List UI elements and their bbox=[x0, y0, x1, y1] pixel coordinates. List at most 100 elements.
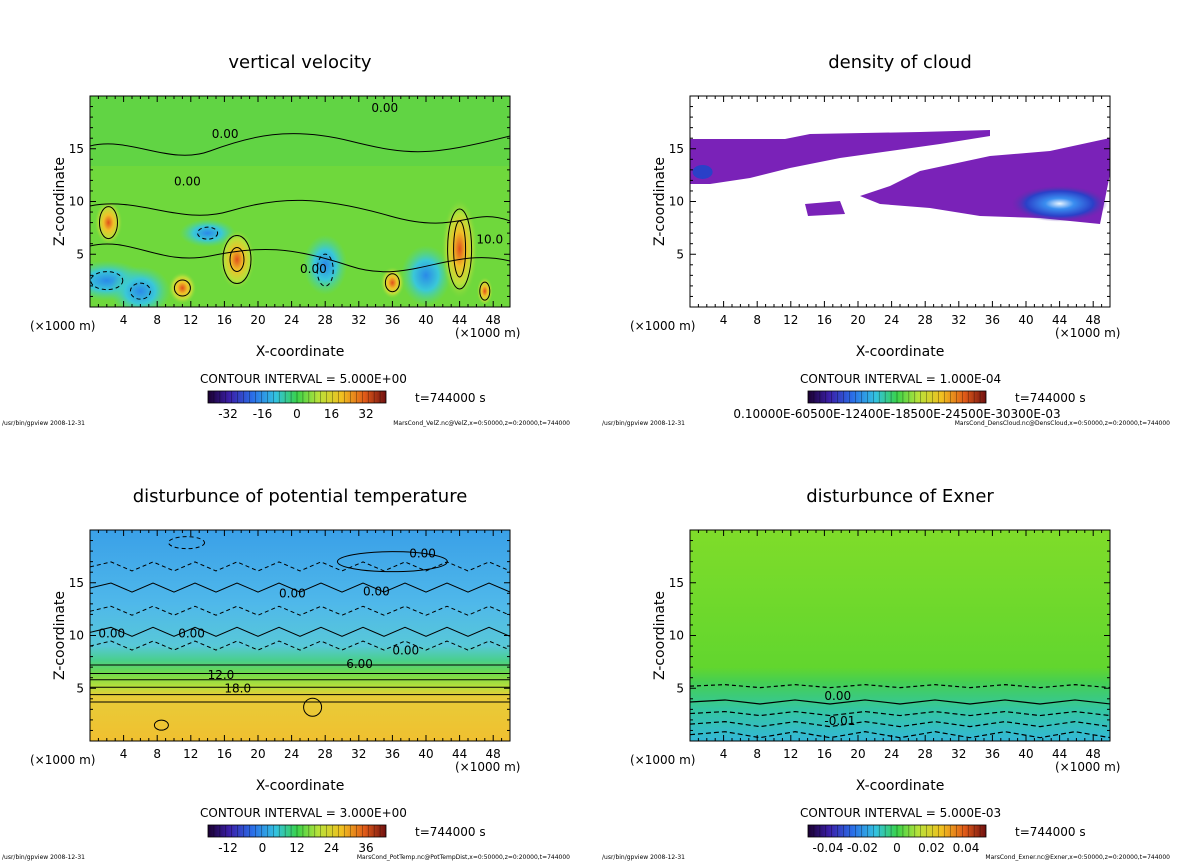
x-tick-label: 48 bbox=[1086, 747, 1101, 761]
chart-title: disturbunce of Exner bbox=[806, 486, 994, 507]
x-tick-label: 28 bbox=[318, 747, 333, 761]
x-unit-left: (×1000 m) bbox=[630, 753, 695, 767]
y-tick-label: 5 bbox=[76, 681, 84, 695]
contour-label: -0.01 bbox=[824, 714, 855, 728]
contour-line bbox=[153, 719, 169, 731]
contour-label: 12.0 bbox=[208, 668, 235, 682]
x-tick-label: 4 bbox=[720, 747, 728, 761]
contour-interval: CONTOUR INTERVAL = 1.000E-04 bbox=[800, 372, 1001, 386]
y-tick-label: 5 bbox=[676, 681, 684, 695]
contour-line bbox=[90, 561, 510, 572]
contour-line bbox=[90, 133, 510, 156]
contour-line bbox=[197, 226, 219, 240]
x-tick-label: 40 bbox=[1018, 747, 1033, 761]
x-tick-label: 44 bbox=[1052, 747, 1067, 761]
x-tick-label: 48 bbox=[1086, 313, 1101, 327]
footer-right: MarsCond_VelZ.nc@VelZ,x=0:50000,z=0:2000… bbox=[393, 420, 570, 427]
cloud-region bbox=[805, 201, 845, 216]
x-tick-label: 48 bbox=[486, 313, 501, 327]
contour-line bbox=[479, 281, 491, 301]
x-axis-label: X-coordinate bbox=[256, 778, 345, 794]
x-unit-right: (×1000 m) bbox=[1055, 760, 1120, 774]
footer-left: /usr/bin/gpview 2008-12-31 bbox=[2, 854, 85, 861]
contour-line bbox=[90, 199, 510, 224]
footer-left: /usr/bin/gpview 2008-12-31 bbox=[602, 420, 685, 427]
contour-line bbox=[690, 684, 1110, 689]
contour-label: 18.0 bbox=[224, 681, 251, 695]
x-tick-label: 8 bbox=[153, 313, 161, 327]
colorbar-tick-label: 0.10000E-60500E-12400E-18500E-24500E-303… bbox=[733, 407, 1060, 421]
y-tick-label: 15 bbox=[669, 576, 684, 590]
x-tick-label: 8 bbox=[753, 747, 761, 761]
colorbar-tick-label: 0 bbox=[893, 841, 901, 855]
x-tick-label: 44 bbox=[452, 313, 467, 327]
y-tick-label: 5 bbox=[76, 247, 84, 261]
x-tick-label: 32 bbox=[351, 747, 366, 761]
contour-label: 6.00 bbox=[346, 657, 373, 671]
x-tick-label: 28 bbox=[918, 313, 933, 327]
y-axis-label: Z-coordinate bbox=[52, 591, 68, 680]
contour-line bbox=[90, 582, 510, 593]
colorbar-tick-label: 0 bbox=[259, 841, 267, 855]
colorbar-tick-label: 32 bbox=[358, 407, 373, 421]
contour-line bbox=[690, 699, 1110, 705]
x-tick-label: 32 bbox=[951, 313, 966, 327]
field-fill: 0.00 0.00 0.00 0.00 0.00 0.00 6.00 12.018.0 bbox=[90, 530, 510, 741]
contour-line bbox=[229, 247, 245, 273]
footer-left: /usr/bin/gpview 2008-12-31 bbox=[602, 854, 685, 861]
contour-interval: CONTOUR INTERVAL = 5.000E+00 bbox=[200, 372, 407, 386]
contour-line bbox=[690, 721, 1110, 728]
contour-line bbox=[90, 605, 510, 616]
contour-line bbox=[453, 220, 467, 278]
contour-line bbox=[129, 282, 151, 300]
plot-area: 0.00 -0.01 bbox=[690, 530, 1110, 741]
colorbar-tick-label: 12 bbox=[289, 841, 304, 855]
y-tick-label: 10 bbox=[69, 629, 84, 643]
x-tick-label: 28 bbox=[918, 747, 933, 761]
contour-line bbox=[90, 271, 124, 291]
x-unit-left: (×1000 m) bbox=[30, 753, 95, 767]
x-tick-label: 32 bbox=[951, 747, 966, 761]
contour-line bbox=[384, 273, 400, 293]
x-tick-label: 44 bbox=[452, 747, 467, 761]
x-tick-label: 40 bbox=[418, 747, 433, 761]
x-tick-label: 20 bbox=[250, 313, 265, 327]
contour-line bbox=[303, 697, 323, 717]
x-tick-label: 20 bbox=[250, 747, 265, 761]
x-tick-label: 12 bbox=[183, 313, 198, 327]
time-label: t=744000 s bbox=[1015, 825, 1086, 839]
x-unit-left: (×1000 m) bbox=[30, 319, 95, 333]
contour-label: 0.00 bbox=[409, 546, 436, 560]
y-tick-label: 5 bbox=[676, 247, 684, 261]
contour-label: 0.00 bbox=[300, 262, 327, 276]
x-unit-right: (×1000 m) bbox=[455, 326, 520, 340]
contour-line bbox=[690, 710, 1110, 717]
chart-title: density of cloud bbox=[828, 52, 972, 73]
contour-label: 0.00 bbox=[212, 127, 239, 141]
y-tick-label: 15 bbox=[669, 142, 684, 156]
colorbar-tick-label: -0.02 bbox=[847, 841, 878, 855]
x-tick-label: 48 bbox=[486, 747, 501, 761]
y-tick-label: 10 bbox=[669, 629, 684, 643]
x-tick-label: 12 bbox=[183, 747, 198, 761]
x-tick-label: 24 bbox=[284, 747, 299, 761]
x-tick-label: 36 bbox=[385, 313, 400, 327]
x-axis-label: X-coordinate bbox=[256, 344, 345, 360]
x-tick-label: 44 bbox=[1052, 313, 1067, 327]
field-fill: 0.00 0.00 0.00 0.00 10.0 bbox=[90, 96, 510, 307]
field-fill: 0.00 -0.01 bbox=[690, 530, 1110, 741]
contour-line bbox=[90, 640, 510, 651]
x-tick-label: 20 bbox=[850, 313, 865, 327]
contour-line bbox=[690, 731, 1110, 739]
colorbar-tick-label: 0.04 bbox=[953, 841, 980, 855]
y-tick-label: 15 bbox=[69, 142, 84, 156]
colorbar-tick-label: 0.02 bbox=[918, 841, 945, 855]
x-tick-label: 12 bbox=[783, 313, 798, 327]
plot-area: 0.00 0.00 0.00 0.00 0.00 0.00 6.00 12.018.0 bbox=[90, 530, 510, 741]
plot-area bbox=[690, 96, 1110, 307]
contour-label: 0.00 bbox=[178, 627, 205, 641]
time-label: t=744000 s bbox=[1015, 391, 1086, 405]
